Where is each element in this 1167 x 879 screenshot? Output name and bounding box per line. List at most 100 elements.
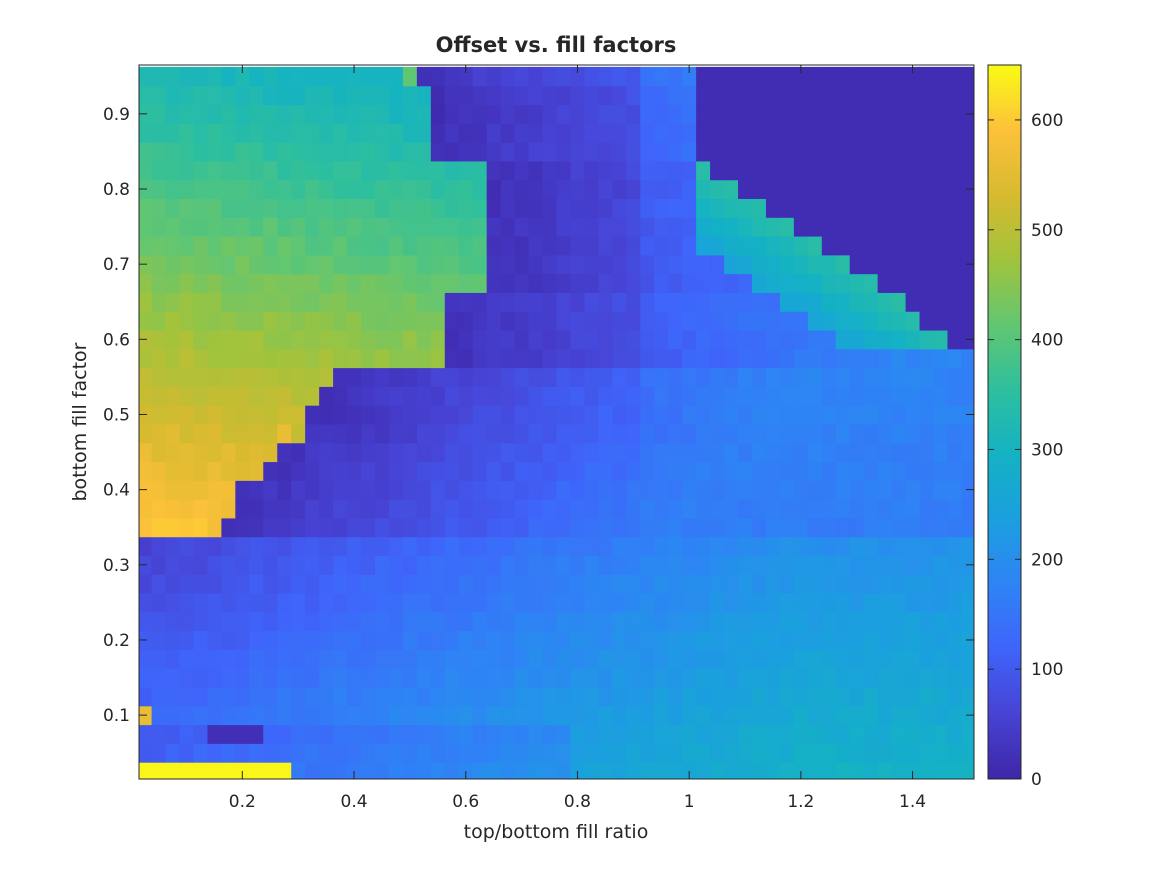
heatmap-cell xyxy=(682,442,697,463)
heatmap-cell xyxy=(444,517,460,538)
heatmap-cell xyxy=(542,574,558,594)
heatmap-cell xyxy=(179,574,195,594)
heatmap-cell xyxy=(919,668,935,688)
heatmap-cell xyxy=(710,555,725,575)
heatmap-cell xyxy=(570,668,586,688)
heatmap-cell xyxy=(877,66,893,87)
heatmap-cell xyxy=(933,329,949,350)
heatmap-cell xyxy=(151,329,167,350)
heatmap-cell xyxy=(905,292,921,312)
heatmap-cell xyxy=(472,235,488,256)
heatmap-cell xyxy=(388,743,404,763)
heatmap-cell xyxy=(626,442,641,463)
heatmap-cell xyxy=(556,517,572,538)
heatmap-cell xyxy=(710,386,725,406)
heatmap-cell xyxy=(388,348,404,369)
heatmap-cell xyxy=(139,123,153,143)
heatmap-cell xyxy=(835,405,851,425)
heatmap-cell xyxy=(807,461,823,481)
heatmap-cell xyxy=(877,536,893,557)
heatmap-cell xyxy=(654,311,669,331)
heatmap-cell xyxy=(556,311,572,331)
heatmap-cell xyxy=(528,104,544,124)
heatmap-cell xyxy=(891,630,907,650)
heatmap-cell xyxy=(249,348,264,369)
heatmap-cell xyxy=(724,724,739,744)
heatmap-cell xyxy=(235,273,250,293)
heatmap-cell xyxy=(221,85,236,106)
heatmap-cell xyxy=(139,423,153,444)
heatmap-cell xyxy=(542,123,558,143)
heatmap-cell xyxy=(710,123,725,143)
heatmap-cell xyxy=(193,423,209,444)
heatmap-cell xyxy=(696,273,711,293)
heatmap-cell xyxy=(472,423,488,444)
heatmap-cell xyxy=(626,273,641,293)
heatmap-cell xyxy=(877,686,893,707)
heatmap-cell xyxy=(277,705,292,726)
heatmap-cell xyxy=(696,142,711,162)
heatmap-cell xyxy=(514,743,530,763)
heatmap-cell xyxy=(598,743,613,763)
heatmap-cell xyxy=(486,649,502,669)
heatmap-cell xyxy=(612,329,627,350)
heatmap-cell xyxy=(193,386,209,406)
heatmap-cell xyxy=(221,311,236,331)
heatmap-cell xyxy=(347,179,362,200)
heatmap-cell xyxy=(877,198,893,218)
heatmap-cell xyxy=(139,198,153,218)
heatmap-cell xyxy=(458,254,474,275)
heatmap-cell xyxy=(221,273,236,293)
heatmap-cell xyxy=(807,179,823,200)
heatmap-cell xyxy=(361,367,376,387)
heatmap-cell xyxy=(165,254,181,275)
heatmap-cell xyxy=(207,555,222,575)
heatmap-cell xyxy=(696,66,711,87)
heatmap-cell xyxy=(668,762,683,779)
heatmap-cell xyxy=(919,442,935,463)
heatmap-cell xyxy=(821,66,837,87)
heatmap-cell xyxy=(947,142,963,162)
heatmap-cell xyxy=(193,198,209,218)
heatmap-cell xyxy=(165,198,181,218)
heatmap-cell xyxy=(165,104,181,124)
heatmap-cell xyxy=(751,85,767,106)
heatmap-cell xyxy=(444,367,460,387)
heatmap-cell xyxy=(319,461,334,481)
heatmap-cell xyxy=(668,160,683,181)
heatmap-cell xyxy=(849,686,865,707)
heatmap-cell xyxy=(542,104,558,124)
heatmap-cell xyxy=(305,142,320,162)
heatmap-cell xyxy=(139,574,153,594)
heatmap-cell xyxy=(612,311,627,331)
heatmap-cell xyxy=(961,160,974,181)
heatmap-cell xyxy=(263,142,278,162)
heatmap-cell xyxy=(207,499,222,519)
heatmap-cell xyxy=(500,649,516,669)
heatmap-cell xyxy=(528,536,544,557)
heatmap-cell xyxy=(165,348,181,369)
heatmap-cell xyxy=(472,668,488,688)
heatmap-cell xyxy=(542,480,558,500)
x-tick-label: 1.4 xyxy=(899,792,926,812)
heatmap-cell xyxy=(263,85,278,106)
heatmap-cell xyxy=(584,405,599,425)
heatmap-cell xyxy=(249,367,264,387)
heatmap-cell xyxy=(863,499,879,519)
heatmap-cell xyxy=(291,630,306,650)
heatmap-cell xyxy=(305,66,320,87)
heatmap-cell xyxy=(542,292,558,312)
heatmap-cell xyxy=(821,348,837,369)
heatmap-cell xyxy=(291,724,306,744)
heatmap-cell xyxy=(179,104,195,124)
heatmap-cell xyxy=(765,611,781,632)
heatmap-cell xyxy=(402,762,418,779)
heatmap-cell xyxy=(877,423,893,444)
heatmap-cell xyxy=(598,311,613,331)
heatmap-cell xyxy=(696,123,711,143)
heatmap-cell xyxy=(849,254,865,275)
heatmap-cell xyxy=(696,348,711,369)
heatmap-cell xyxy=(765,649,781,669)
heatmap-cell xyxy=(486,517,502,538)
heatmap-cell xyxy=(710,592,725,613)
